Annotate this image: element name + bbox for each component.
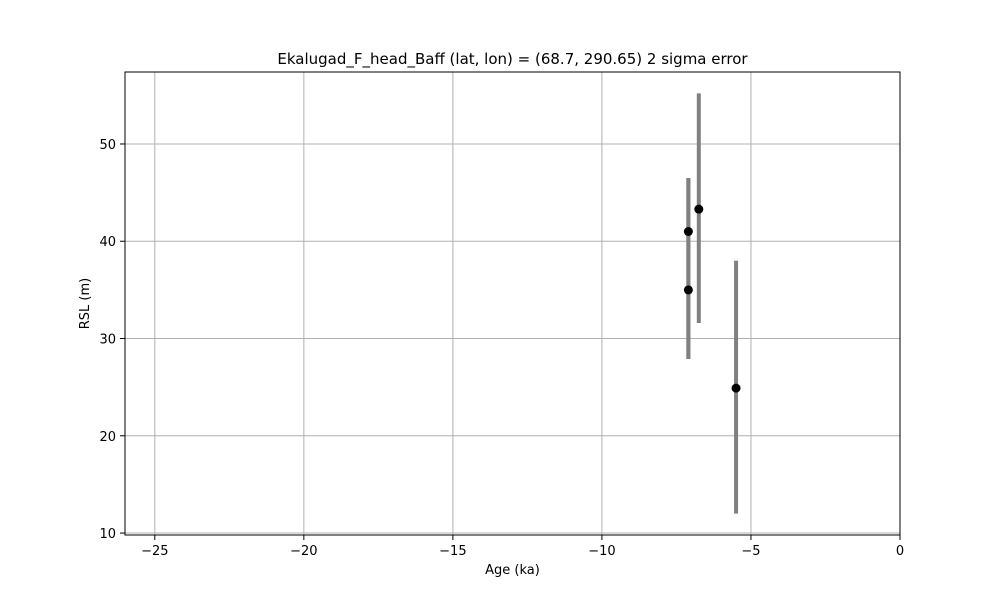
y-tick-label: 10: [99, 527, 116, 542]
x-tick-label: −5: [741, 544, 760, 559]
plot-frame: [124, 71, 901, 536]
axes: −25 −20 −15 −10 −5 0 10 20 30 40 50: [99, 138, 904, 559]
y-axis-label: RSL (m): [78, 278, 93, 329]
data-point: [683, 227, 693, 237]
x-tick-label: −20: [290, 544, 317, 559]
y-tick-label: 40: [99, 235, 116, 250]
y-tick-label: 30: [99, 333, 116, 348]
x-tick-label: −10: [588, 544, 615, 559]
x-tick-label: −25: [141, 544, 168, 559]
data-point: [731, 383, 741, 393]
data-marks: [683, 93, 741, 514]
y-tick-label: 20: [99, 430, 116, 445]
grid: [125, 72, 901, 535]
data-point: [683, 285, 693, 295]
data-point: [694, 204, 704, 214]
x-tick-label: −15: [439, 544, 466, 559]
chart-title: Ekalugad_F_head_Baff (lat, lon) = (68.7,…: [277, 50, 748, 69]
y-tick-label: 50: [99, 138, 116, 153]
x-tick-label: 0: [896, 544, 904, 559]
x-axis-label: Age (ka): [485, 563, 540, 578]
